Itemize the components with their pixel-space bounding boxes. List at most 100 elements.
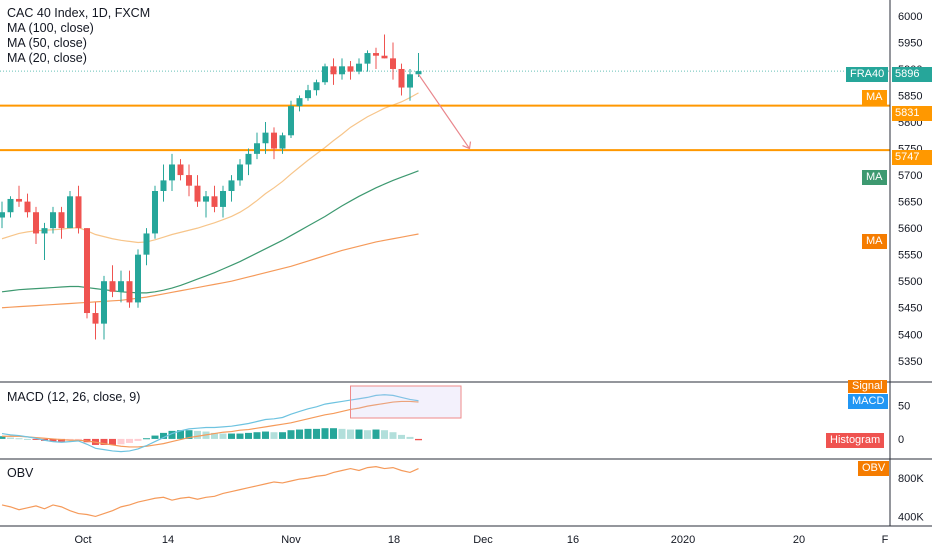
histogram-bar	[245, 432, 252, 439]
legend-ma20: MA (20, close)	[7, 51, 87, 65]
candle-body	[58, 212, 65, 229]
obv-pane	[1, 466, 419, 518]
highlight-box	[350, 385, 462, 419]
y-tick-label: 5700	[898, 170, 922, 182]
y-tick-label: 5600	[898, 223, 922, 235]
candle-body	[364, 53, 371, 64]
histogram-bar	[75, 438, 82, 440]
candle-body	[407, 74, 413, 88]
macd-line	[1, 394, 419, 453]
candle-body	[41, 228, 48, 234]
x-tick-label: Oct	[74, 534, 91, 546]
candlesticks	[0, 34, 422, 340]
candle-body	[169, 164, 175, 181]
candle-body	[322, 66, 328, 83]
histogram-bar	[194, 430, 201, 439]
candle-body	[381, 55, 388, 59]
ma100-line	[1, 233, 419, 309]
histogram-bar	[313, 428, 320, 439]
level-tag-1: 5831	[892, 106, 932, 121]
candle-body	[143, 233, 150, 255]
x-tick-label: Nov	[281, 534, 301, 546]
y-tick-label: 5400	[898, 329, 922, 341]
annotations[interactable]	[418, 73, 472, 150]
histogram-bar	[296, 429, 303, 439]
candle-body	[118, 281, 124, 292]
y-tick-label: 5650	[898, 197, 922, 209]
histogram-bar	[355, 429, 363, 439]
histogram-bar	[236, 433, 244, 439]
obv-title: OBV	[7, 466, 34, 480]
histogram-bar	[389, 432, 397, 439]
candle-body	[262, 132, 269, 144]
histogram-bar	[7, 437, 14, 439]
candle-body	[203, 196, 209, 202]
candle-body	[186, 175, 192, 186]
histogram-bar	[253, 432, 261, 439]
histogram-bar	[58, 438, 65, 442]
histogram-bar	[185, 430, 193, 439]
candle-body	[135, 254, 141, 303]
histogram-bar	[143, 438, 150, 440]
obv-y-tick: 800K	[898, 473, 924, 485]
histogram-bar	[15, 438, 23, 440]
histogram-bar	[24, 438, 31, 440]
histogram-bar	[211, 432, 218, 439]
histogram-bar	[66, 438, 74, 441]
histogram-bar	[228, 433, 235, 439]
histogram-bar	[364, 430, 371, 439]
histogram-bar	[415, 438, 422, 441]
candle-body	[152, 191, 158, 234]
x-tick-label: 2020	[671, 534, 695, 546]
candle-body	[101, 281, 107, 324]
macd-title: MACD (12, 26, close, 9)	[7, 390, 141, 404]
histogram-bar	[160, 432, 167, 439]
histogram-bar	[381, 430, 388, 439]
candle-body	[296, 98, 303, 107]
candle-body	[220, 191, 226, 207]
moving-averages	[1, 92, 419, 309]
ma50-line	[1, 170, 419, 294]
histogram-bar	[109, 438, 116, 445]
ma20-badge: MA	[862, 90, 887, 105]
y-tick-label: 5550	[898, 250, 922, 262]
candle-body	[356, 63, 362, 72]
histogram-bar	[398, 434, 405, 439]
candle-body	[33, 212, 39, 234]
horizontal-levels[interactable]	[0, 70, 890, 152]
histogram-bar	[338, 428, 346, 439]
macd-pane	[0, 385, 462, 453]
y-tick-label: 5850	[898, 91, 922, 103]
histogram-bar	[347, 429, 354, 439]
candle-body	[67, 196, 73, 229]
ma50-badge: MA	[862, 170, 887, 185]
macd-badge: MACD	[848, 394, 889, 409]
candle-body	[177, 164, 184, 176]
signal-line	[2, 400, 419, 448]
candle-body	[50, 212, 56, 229]
histogram-bar	[168, 430, 176, 439]
x-tick-label: Dec	[473, 534, 493, 546]
y-tick-label: 5350	[898, 356, 922, 368]
x-tick-label: 18	[388, 534, 400, 546]
histogram-bar	[304, 428, 312, 439]
histogram-bar	[372, 429, 380, 439]
candle-body	[7, 198, 14, 213]
macd-y-tick: 0	[898, 434, 904, 446]
candle-body	[0, 212, 5, 218]
histogram-bar	[0, 436, 6, 439]
candle-body	[84, 228, 90, 314]
candle-body	[279, 135, 286, 149]
histogram-bar	[117, 438, 125, 445]
candle-body	[390, 58, 396, 69]
y-tick-label: 5800	[898, 117, 922, 129]
candle-body	[305, 90, 311, 99]
obv-y-tick: 400K	[898, 511, 924, 523]
obv-line	[1, 466, 419, 518]
chart-title: CAC 40 Index, 1D, FXCM	[7, 6, 151, 20]
candle-body	[194, 185, 201, 202]
symbol-badge: FRA40	[846, 67, 889, 82]
forecast-arrow	[418, 73, 470, 149]
